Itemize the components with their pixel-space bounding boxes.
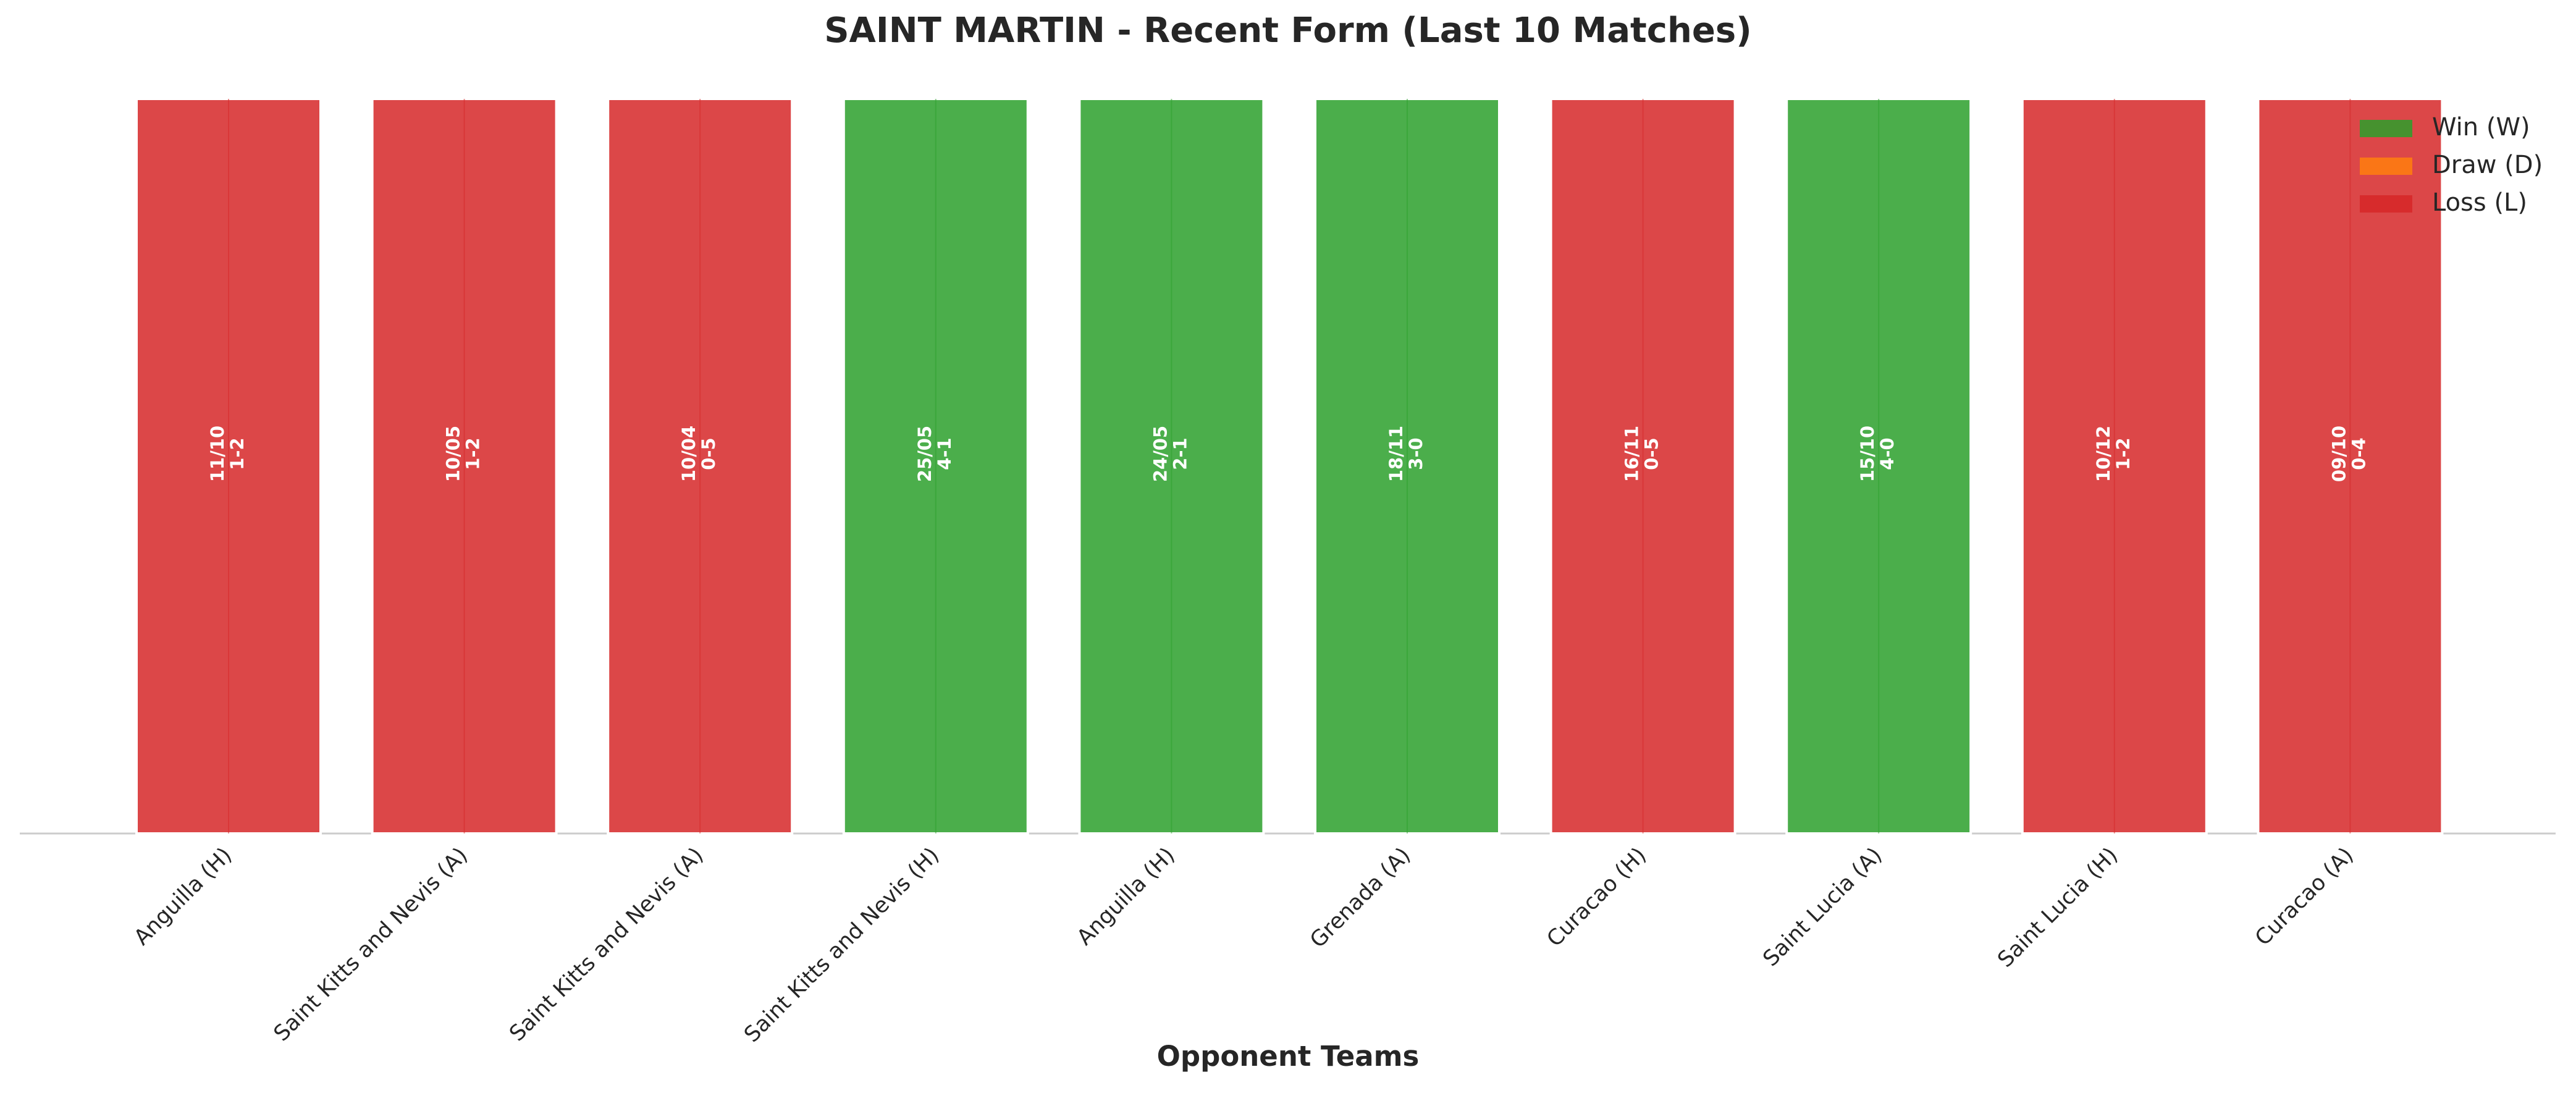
bar-date-label: 10/12 — [2093, 426, 2114, 482]
bar-score-label: 0-4 — [2348, 437, 2369, 470]
bar-score-label: 4-1 — [934, 437, 955, 470]
bar-date-label: 10/05 — [443, 426, 464, 482]
bar-date-label: 11/10 — [207, 426, 228, 482]
bar-score-label: 1-2 — [227, 437, 248, 470]
legend-label: Loss (L) — [2432, 188, 2527, 217]
bar-date-label: 09/10 — [2328, 426, 2349, 482]
bar-score-label: 4-0 — [1877, 437, 1898, 470]
legend-label: Win (W) — [2432, 113, 2530, 141]
legend-swatch — [2360, 195, 2412, 213]
bar-score-label: 0-5 — [698, 437, 719, 470]
bar-score-label: 1-2 — [463, 437, 484, 470]
x-axis-label: Opponent Teams — [1157, 1040, 1420, 1073]
legend-swatch — [2360, 158, 2412, 175]
bar-date-label: 25/05 — [914, 426, 935, 482]
bar-score-label: 3-0 — [1405, 437, 1426, 470]
bar-date-label: 24/05 — [1150, 426, 1171, 482]
legend-label: Draw (D) — [2432, 151, 2543, 179]
bar-score-label: 2-1 — [1169, 437, 1190, 470]
bar-date-label: 16/11 — [1622, 426, 1643, 482]
bar-date-label: 10/04 — [678, 426, 699, 482]
legend-swatch — [2360, 120, 2412, 137]
bar-score-label: 1-2 — [2113, 437, 2134, 470]
bar-date-label: 15/10 — [1857, 426, 1878, 482]
bar-date-label: 18/11 — [1386, 426, 1407, 482]
chart-title: SAINT MARTIN - Recent Form (Last 10 Matc… — [824, 11, 1752, 51]
bar-score-label: 0-5 — [1641, 437, 1662, 470]
